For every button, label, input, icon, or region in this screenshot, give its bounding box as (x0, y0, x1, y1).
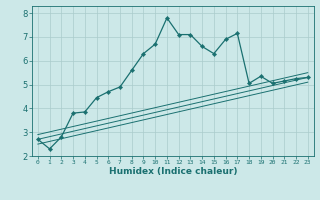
X-axis label: Humidex (Indice chaleur): Humidex (Indice chaleur) (108, 167, 237, 176)
